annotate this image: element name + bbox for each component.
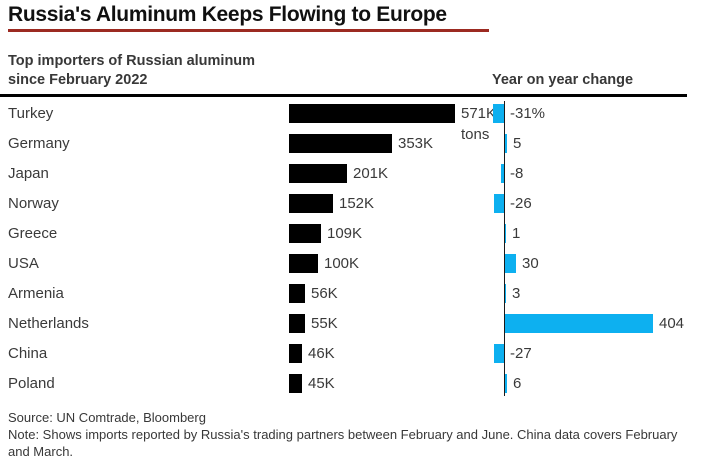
country-label: Japan (8, 165, 49, 182)
imports-value-label: 201K (353, 165, 389, 182)
yoy-value-label: -8 (510, 165, 524, 182)
country-label: Netherlands (8, 315, 89, 332)
imports-value-label: 100K (324, 255, 360, 272)
imports-bar (289, 194, 333, 213)
yoy-bar (505, 314, 653, 333)
imports-bar (289, 314, 305, 333)
title-accent-rule (8, 29, 489, 32)
chart-title: Russia's Aluminum Keeps Flowing to Europ… (8, 3, 447, 26)
country-label: China (8, 345, 48, 362)
imports-value-label: 45K (308, 375, 335, 392)
table-row: Germany 353K 5 (0, 129, 709, 159)
table-row: China 46K -27 (0, 339, 709, 369)
yoy-value-label: 404 (659, 315, 685, 332)
yoy-value-label: 1 (512, 225, 521, 242)
yoy-bar (505, 374, 507, 393)
yoy-bar (505, 254, 516, 273)
yoy-bar (505, 284, 506, 303)
yoy-value-label: -26 (510, 195, 532, 212)
imports-value-label: 353K (398, 135, 434, 152)
country-label: Norway (8, 195, 59, 212)
yoy-value-label: -27 (510, 345, 532, 362)
yoy-bar (494, 194, 504, 213)
yoy-bar (493, 104, 504, 123)
imports-bar (289, 224, 321, 243)
table-row: Netherlands 55K 404 (0, 309, 709, 339)
table-row: Greece 109K 1 (0, 219, 709, 249)
yoy-bar (505, 134, 507, 153)
table-row: USA 100K 30 (0, 249, 709, 279)
note-text: Note: Shows imports reported by Russia's… (8, 427, 678, 459)
table-row: Turkey 571K -31% (0, 99, 709, 129)
table-row: Norway 152K -26 (0, 189, 709, 219)
country-label: Germany (8, 135, 70, 152)
imports-value-label: 56K (311, 285, 338, 302)
yoy-bar (505, 224, 506, 243)
imports-bar (289, 374, 302, 393)
yoy-value-label: 3 (512, 285, 521, 302)
country-label: Turkey (8, 105, 54, 122)
imports-value-label: 571K (461, 105, 497, 122)
chart-subtitle-line2: since February 2022 (8, 72, 148, 88)
imports-bar (289, 164, 347, 183)
imports-value-label: 46K (308, 345, 335, 362)
yoy-value-label: 5 (513, 135, 522, 152)
country-label: Armenia (8, 285, 64, 302)
table-row: Japan 201K -8 (0, 159, 709, 189)
chart-subtitle-line1: Top importers of Russian aluminum (8, 53, 256, 69)
yoy-zero-axis-line (504, 101, 505, 396)
imports-bar (289, 134, 392, 153)
imports-bar (289, 284, 305, 303)
table-row: Poland 45K 6 (0, 369, 709, 399)
yoy-bar (501, 164, 504, 183)
yoy-value-label: 30 (522, 255, 539, 272)
tons-unit-label: tons (461, 126, 490, 143)
imports-value-label: 55K (311, 315, 338, 332)
yoy-value-label: 6 (513, 375, 522, 392)
source-text: Source: UN Comtrade, Bloomberg (8, 410, 206, 425)
imports-bar (289, 254, 318, 273)
country-label: USA (8, 255, 39, 272)
country-label: Greece (8, 225, 58, 242)
yoy-bar (494, 344, 504, 363)
imports-value-label: 152K (339, 195, 375, 212)
yoy-value-label: -31% (510, 105, 546, 122)
imports-value-label: 109K (327, 225, 363, 242)
header-divider-rule (0, 94, 687, 97)
imports-bar (289, 104, 455, 123)
yoy-column-header: Year on year change (492, 72, 634, 88)
imports-bar (289, 344, 302, 363)
table-row: Armenia 56K 3 (0, 279, 709, 309)
country-label: Poland (8, 375, 55, 392)
